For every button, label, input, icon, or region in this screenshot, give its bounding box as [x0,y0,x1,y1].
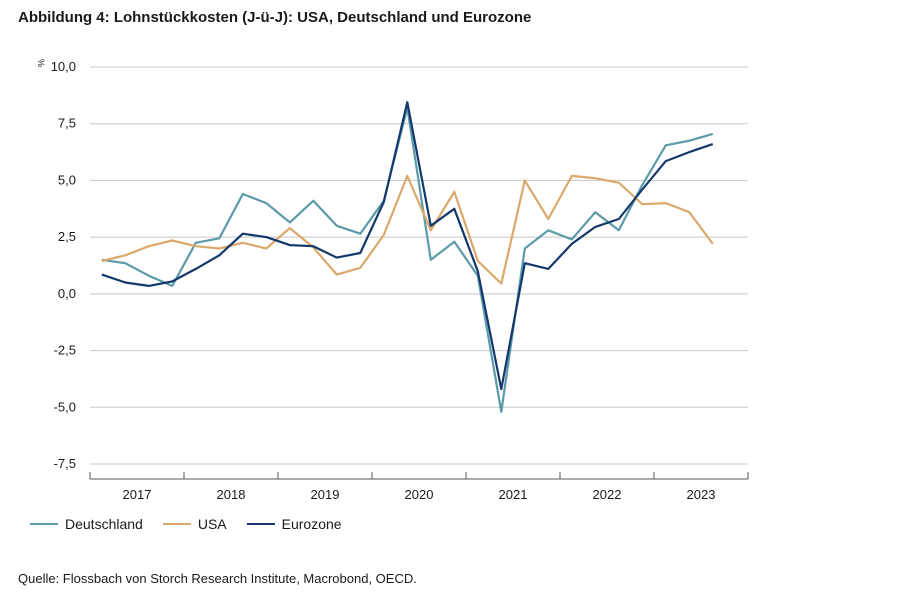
legend-label-usa: USA [197,516,227,532]
x-tick-label: 2017 [123,487,152,502]
legend-label-eurozone: Eurozone [281,516,342,532]
y-axis: 10,0 7,5 5,0 2,5 0,0 -2,5 -5,0 -7,5% [36,59,76,471]
chart-title: Abbildung 4: Lohnstückkosten (J-ü-J): US… [18,9,532,26]
x-tick-label: 2022 [593,487,622,502]
y-tick-label: 2,5 [58,229,76,244]
y-unit-label: % [36,59,46,67]
legend-item-eurozone: Eurozone [246,516,342,532]
x-axis: 2017 2018 2019 2020 2021 2022 2023 [89,472,749,502]
x-tick-label: 2021 [499,487,528,502]
legend-label-deutschland: Deutschland [65,516,143,532]
legend-item-usa: USA [162,516,227,532]
series-line-usa [101,174,714,285]
x-tick-label: 2023 [687,487,716,502]
y-tick-label: 10,0 [51,59,76,74]
legend-swatch-eurozone [246,523,275,525]
series-lines [101,101,714,413]
y-tick-label: 5,0 [58,172,76,187]
source-note: Quelle: Flossbach von Storch Research In… [18,571,417,586]
y-tick-label: 7,5 [58,116,76,131]
x-tick-label: 2018 [217,487,246,502]
legend-swatch-usa [162,523,191,525]
series-line-deutschland [101,106,714,413]
legend-item-deutschland: Deutschland [30,516,143,532]
legend-swatch-deutschland [30,523,58,525]
y-tick-label: -5,0 [54,399,76,414]
series-line-eurozone [101,101,714,391]
legend: Deutschland USA Eurozone [30,516,342,532]
gridlines [90,66,748,465]
x-tick-label: 2019 [311,487,340,502]
y-tick-label: -7,5 [54,456,76,471]
y-tick-label: 0,0 [58,286,76,301]
line-chart: 10,07,55,02,50,0-2,5-5,0-7,5% 2017 2018 20… [36,59,749,502]
y-tick-label: -2,5 [54,343,76,358]
x-tick-label: 2020 [405,487,434,502]
